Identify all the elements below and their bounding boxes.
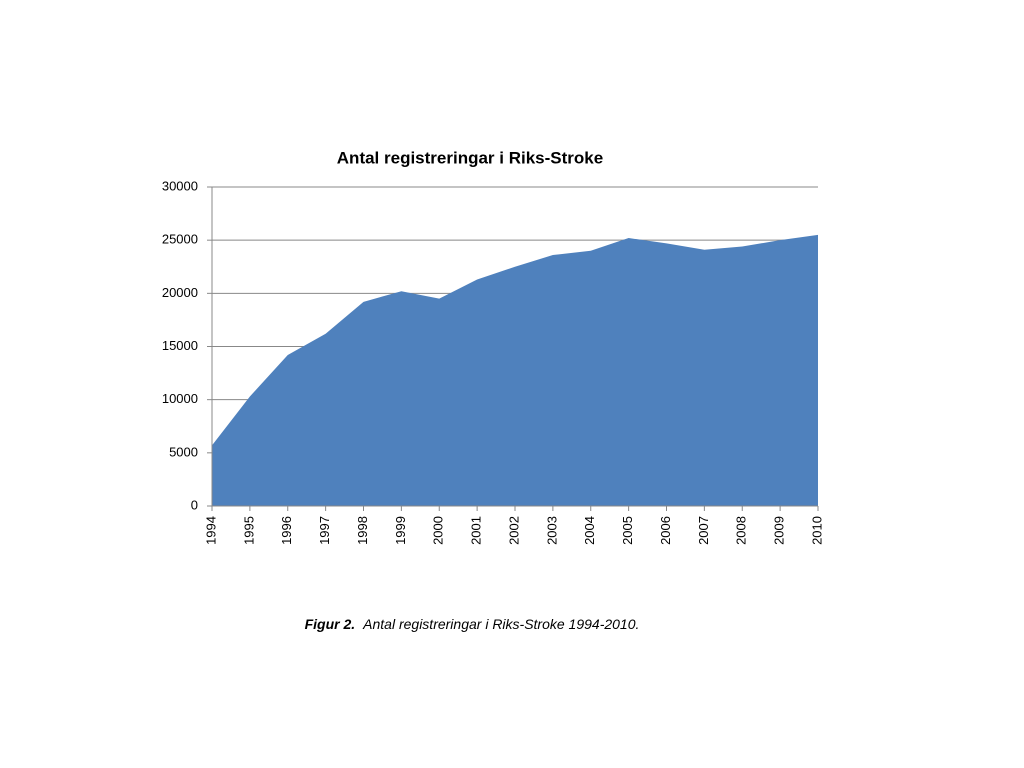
x-tick-label: 2001	[469, 516, 484, 545]
caption-text: Antal registreringar i Riks-Stroke 1994-…	[362, 616, 639, 632]
x-tick-label: 2008	[734, 516, 749, 545]
y-tick-label: 10000	[162, 391, 198, 406]
x-tick-label: 2002	[506, 516, 521, 545]
x-tick-label: 1995	[241, 516, 256, 545]
x-tick-label: 2006	[658, 516, 673, 545]
y-tick-label: 20000	[162, 285, 198, 300]
x-tick-label: 1998	[355, 516, 370, 545]
x-tick-label: 1999	[393, 516, 408, 545]
y-tick-label: 25000	[162, 232, 198, 247]
y-tick-label: 0	[191, 497, 198, 512]
x-tick-label: 1996	[279, 516, 294, 545]
chart-title: Antal registreringar i Riks-Stroke	[337, 148, 603, 167]
x-tick-label: 2000	[431, 516, 446, 545]
area	[212, 234, 818, 506]
y-tick-label: 15000	[162, 338, 198, 353]
x-tick-label: 2005	[620, 516, 635, 545]
x-tick-label: 1997	[317, 516, 332, 545]
x-tick-label: 2009	[772, 516, 787, 545]
x-tick-label: 1994	[203, 516, 218, 545]
x-tick-label: 2003	[544, 516, 559, 545]
x-tick-label: 2007	[696, 516, 711, 545]
x-tick-label: 2004	[582, 516, 597, 545]
caption: Figur 2. Antal registreringar i Riks-Stro…	[305, 616, 640, 632]
y-tick-label: 30000	[162, 178, 198, 193]
caption-label: Figur 2.	[305, 616, 356, 632]
x-tick-label: 2010	[809, 516, 824, 545]
y-tick-label: 5000	[169, 444, 198, 459]
